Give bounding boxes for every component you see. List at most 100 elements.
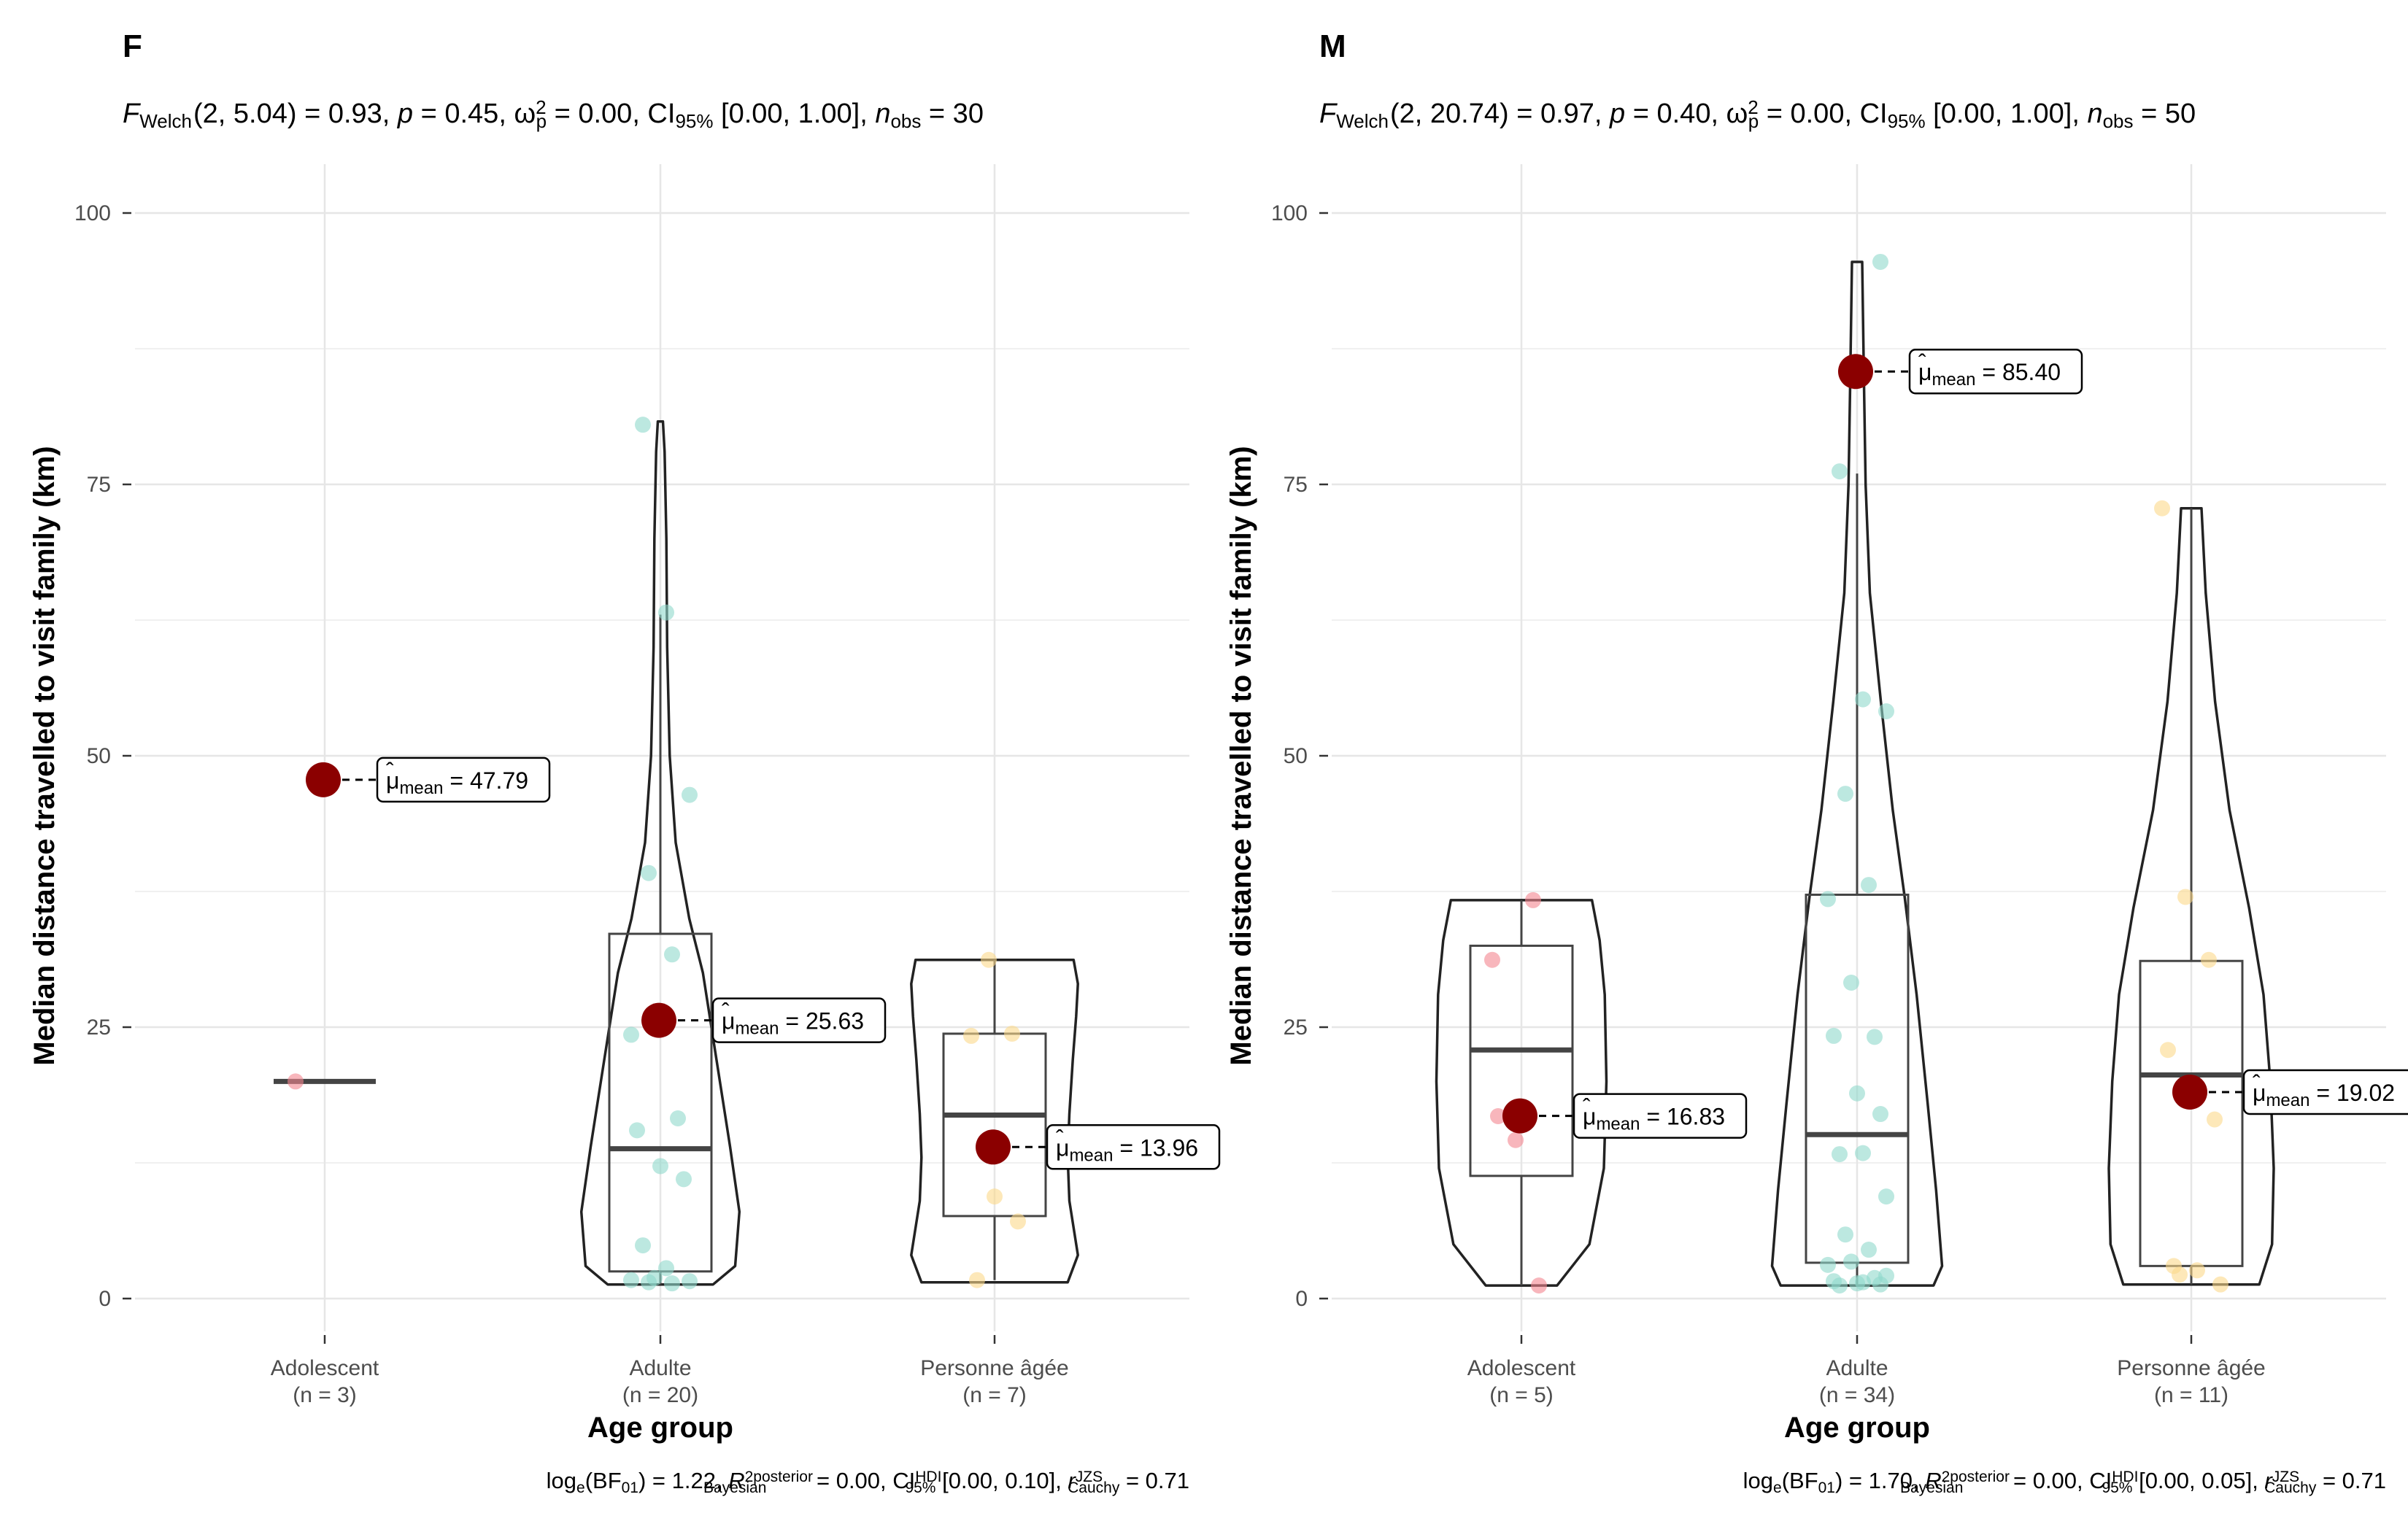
data-point xyxy=(658,604,674,621)
x-axis-title: Age group xyxy=(1784,1412,1930,1444)
panel-label: M xyxy=(1319,28,1346,64)
data-point xyxy=(1872,1106,1888,1123)
data-point xyxy=(1508,1131,1524,1148)
mean-hat: ˆ xyxy=(1056,1125,1064,1151)
bayes-caption: loge(BF01) = 1.70, R2posterior Bayesian =… xyxy=(1743,1468,2386,1496)
panel-label: F xyxy=(123,28,142,64)
x-tick-label: Adolescent xyxy=(271,1356,379,1380)
data-point xyxy=(2189,1262,2205,1279)
data-point xyxy=(1878,1188,1894,1205)
data-point xyxy=(1004,1025,1020,1042)
y-tick-label: 75 xyxy=(87,473,111,497)
x-tick-label: Personne âgée xyxy=(2117,1356,2266,1380)
y-tick-label: 25 xyxy=(87,1015,111,1040)
data-point xyxy=(623,1272,639,1288)
violin-1 xyxy=(1435,899,1608,1287)
stats-subtitle: FWelch(2, 20.74) = 0.97, p = 0.40, ω2 p =… xyxy=(1319,96,2196,132)
mean-label: μmean = 25.63 xyxy=(722,1008,864,1039)
data-point xyxy=(2160,1042,2176,1059)
mean-point xyxy=(306,762,341,797)
x-tick-count: (n = 11) xyxy=(2154,1383,2228,1407)
data-point xyxy=(664,946,680,963)
mean-label-box xyxy=(711,997,887,1043)
mean-hat: ˆ xyxy=(1918,349,1926,376)
box-3 xyxy=(942,1032,1047,1218)
mean-label-box xyxy=(2242,1069,2408,1115)
mean-label: μmean = 13.96 xyxy=(1056,1134,1198,1165)
data-point xyxy=(682,786,698,803)
data-point xyxy=(2212,1276,2228,1293)
data-point xyxy=(1010,1213,1026,1230)
data-point xyxy=(1525,891,1541,908)
data-point xyxy=(623,1026,639,1043)
mean-point xyxy=(641,1002,676,1038)
mean-point xyxy=(976,1129,1011,1165)
data-point xyxy=(682,1273,698,1290)
y-tick-label: 50 xyxy=(87,744,111,768)
data-point xyxy=(647,1269,663,1286)
data-point xyxy=(629,1122,645,1139)
data-point xyxy=(1867,1029,1883,1045)
data-point xyxy=(1878,703,1894,719)
panel-M: M FWelch(2, 20.74) = 0.97, p = 0.40, ω2 p … xyxy=(1225,28,2408,1496)
mean-label-box xyxy=(376,757,551,803)
data-point xyxy=(2154,500,2170,517)
data-point xyxy=(1832,1277,1848,1294)
y-tick-label: 100 xyxy=(1271,201,1308,225)
x-tick-label: Personne âgée xyxy=(920,1356,1069,1380)
data-point xyxy=(1826,1027,1842,1044)
data-point xyxy=(1872,253,1888,270)
y-tick-label: 0 xyxy=(99,1287,111,1311)
mean-label: μmean = 85.40 xyxy=(1918,359,2061,390)
data-point xyxy=(2177,889,2193,905)
data-point xyxy=(969,1272,985,1288)
data-point xyxy=(1820,1256,1836,1273)
data-point xyxy=(635,1237,651,1254)
data-point xyxy=(1820,891,1836,908)
x-tick-count: (n = 34) xyxy=(1819,1383,1895,1407)
x-tick-label: Adolescent xyxy=(1467,1356,1576,1380)
data-point xyxy=(1484,951,1500,968)
data-point xyxy=(1855,1145,1871,1161)
data-point xyxy=(670,1110,686,1126)
data-point xyxy=(635,417,651,433)
y-tick-label: 100 xyxy=(74,201,111,225)
data-point xyxy=(658,1260,674,1277)
mean-hat: ˆ xyxy=(722,999,730,1025)
mean-label: μmean = 19.02 xyxy=(2253,1080,2395,1110)
bayes-caption: loge(BF01) = 1.22, R2posterior Bayesian =… xyxy=(547,1468,1189,1496)
data-point xyxy=(1843,1253,1859,1270)
mean-label: μmean = 16.83 xyxy=(1583,1104,1725,1134)
mean-point xyxy=(1838,354,1873,390)
stats-subtitle: FWelch(2, 5.04) = 0.93, p = 0.45, ω2 p = … xyxy=(123,96,984,132)
data-point xyxy=(641,864,657,881)
data-point xyxy=(987,1188,1003,1205)
y-tick-label: 75 xyxy=(1284,473,1308,497)
panel-F: F FWelch(2, 5.04) = 0.93, p = 0.45, ω2 p =… xyxy=(28,28,1221,1496)
y-axis-title: Median distance travelled to visit famil… xyxy=(1225,446,1257,1065)
data-point xyxy=(664,1275,680,1292)
data-point xyxy=(1855,691,1871,708)
mean-label-box xyxy=(1908,348,2083,395)
x-tick-count: (n = 20) xyxy=(622,1383,698,1407)
mean-hat: ˆ xyxy=(386,758,394,784)
x-tick-label: Adulte xyxy=(629,1356,691,1380)
data-point xyxy=(1855,1274,1871,1291)
data-point xyxy=(1531,1277,1547,1294)
data-point xyxy=(2172,1266,2188,1283)
mean-hat: ˆ xyxy=(2253,1070,2261,1096)
mean-point xyxy=(1502,1098,1537,1134)
mean-label: μmean = 47.79 xyxy=(386,767,528,798)
mean-label-box xyxy=(1046,1124,1221,1170)
data-point xyxy=(2207,1111,2223,1128)
data-point xyxy=(1837,786,1853,802)
data-point xyxy=(288,1073,304,1090)
x-tick-count: (n = 5) xyxy=(1489,1383,1554,1407)
data-point xyxy=(1861,877,1877,894)
mean-hat: ˆ xyxy=(1583,1094,1591,1121)
data-point xyxy=(1843,974,1859,991)
data-point xyxy=(2201,951,2217,968)
data-point xyxy=(652,1158,668,1175)
mean-point xyxy=(2172,1074,2207,1110)
